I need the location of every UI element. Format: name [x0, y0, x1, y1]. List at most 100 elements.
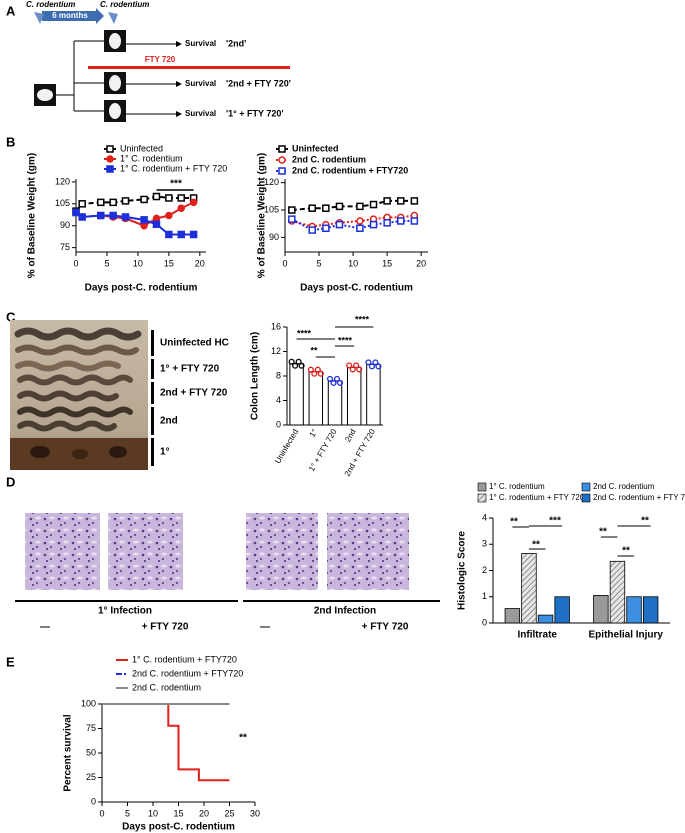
- legend-label: 2nd C. rodentium: [132, 682, 201, 692]
- panel-label: B: [6, 134, 15, 149]
- legend-label: 2nd C. rodentium + FTY720: [292, 165, 408, 175]
- x-tick-label: Infiltrate: [518, 630, 558, 641]
- marker: [383, 197, 391, 205]
- timeline-label: C. rodentium: [100, 0, 149, 9]
- mouse-icon: [104, 30, 126, 52]
- y-axis-label: % of Baseline Weight (gm): [27, 153, 38, 278]
- data-point: [346, 362, 353, 369]
- y-tick-label: 100: [81, 698, 96, 708]
- marker: [152, 192, 161, 201]
- legend-label: 2nd C. rodentium + FTY 720: [593, 493, 685, 502]
- marker: [72, 208, 80, 217]
- bar: [366, 363, 381, 426]
- marker: [140, 195, 148, 204]
- series-line: [291, 218, 415, 232]
- photo-label: 1°: [160, 447, 170, 458]
- legend-label: 2nd C. rodentium: [593, 482, 655, 491]
- marker: [308, 226, 316, 234]
- outcome-group: '1° + FTY 720': [226, 108, 284, 118]
- marker: [397, 197, 405, 205]
- y-tick-label: 1: [482, 591, 487, 601]
- data-point: [292, 362, 299, 369]
- significance: ***: [549, 516, 561, 527]
- x-tick-label: 5: [317, 258, 322, 268]
- legend-label: Uninfected: [120, 143, 163, 153]
- time-arrow: [42, 8, 104, 24]
- panel-label: C: [6, 309, 16, 324]
- photo-label: 2nd + FTY 720: [160, 388, 228, 399]
- marker: [165, 230, 173, 239]
- y-tick-label: 120: [55, 176, 70, 186]
- x-tick-label: 5: [125, 808, 130, 818]
- x-tick-label: 1°: [308, 428, 320, 439]
- outcome-label: Survival: [185, 79, 216, 88]
- marker: [322, 224, 330, 233]
- x-tick-label: 2nd: [343, 428, 357, 444]
- legend-swatch: [477, 482, 487, 492]
- legend-label: 2nd C. rodentium: [292, 154, 366, 164]
- legend-marker: [106, 155, 114, 163]
- x-tick-label: 10: [148, 808, 158, 818]
- x-tick-label: 15: [173, 808, 183, 818]
- marker: [356, 217, 364, 225]
- data-point: [317, 370, 324, 377]
- histology-condition: —: [260, 622, 270, 633]
- series-line: [75, 195, 194, 212]
- legend-label: 1° C. rodentium + FTY720: [132, 654, 237, 664]
- marker: [121, 213, 130, 221]
- infection-icon: [108, 12, 118, 24]
- data-point: [365, 359, 372, 366]
- legend-marker: [278, 145, 286, 153]
- y-tick-label: 120: [264, 177, 279, 187]
- marker: [109, 211, 117, 220]
- marker: [97, 198, 105, 207]
- histology-images: [15, 513, 440, 602]
- marker: [189, 198, 198, 207]
- y-tick-label: 0: [276, 419, 281, 429]
- treatment-label: FTY 720: [145, 55, 176, 64]
- data-point: [288, 358, 295, 365]
- legend-swatch: [477, 493, 487, 503]
- outcome-group: '2nd + FTY 720': [226, 78, 291, 88]
- data-point: [311, 370, 318, 377]
- legend-swatch: [581, 493, 591, 503]
- y-axis-label: Percent survival: [63, 714, 74, 791]
- marker: [410, 197, 419, 205]
- data-point: [336, 379, 344, 386]
- mouse-icon: [104, 100, 126, 122]
- marker: [410, 217, 419, 225]
- bar: [289, 363, 304, 426]
- marker: [177, 194, 185, 202]
- outcome-label: Survival: [185, 39, 216, 48]
- marker: [165, 194, 173, 202]
- bar: [346, 366, 362, 426]
- y-tick-label: 3: [482, 539, 487, 549]
- series-line: [102, 703, 230, 782]
- y-tick-label: 16: [271, 321, 281, 331]
- x-tick-label: 0: [73, 258, 78, 268]
- data-point: [326, 375, 334, 382]
- y-tick-label: 90: [60, 220, 70, 230]
- diagram: C. rodentium 6 months C. rodentium FTY 7…: [26, 0, 291, 122]
- significance: **: [239, 733, 247, 744]
- marker: [356, 224, 364, 233]
- data-point: [349, 366, 356, 373]
- timeline-label: C. rodentium: [26, 0, 75, 9]
- x-tick-label: 30: [250, 808, 260, 818]
- marker: [369, 220, 378, 229]
- data-point: [314, 366, 321, 373]
- data-point: [368, 363, 375, 370]
- y-tick-label: 0: [91, 796, 96, 806]
- marker: [97, 211, 105, 220]
- data-point: [375, 363, 382, 370]
- data-point: [298, 362, 305, 369]
- significance: ****: [338, 335, 353, 345]
- histology-group: 1° Infection: [98, 606, 152, 617]
- marker: [177, 230, 185, 239]
- bar: [554, 596, 570, 624]
- legend-label: 1° C. rodentium + FTY 720: [120, 163, 227, 173]
- infection-icon: [34, 12, 44, 24]
- y-tick-label: 4: [482, 512, 487, 522]
- significance: **: [532, 540, 540, 551]
